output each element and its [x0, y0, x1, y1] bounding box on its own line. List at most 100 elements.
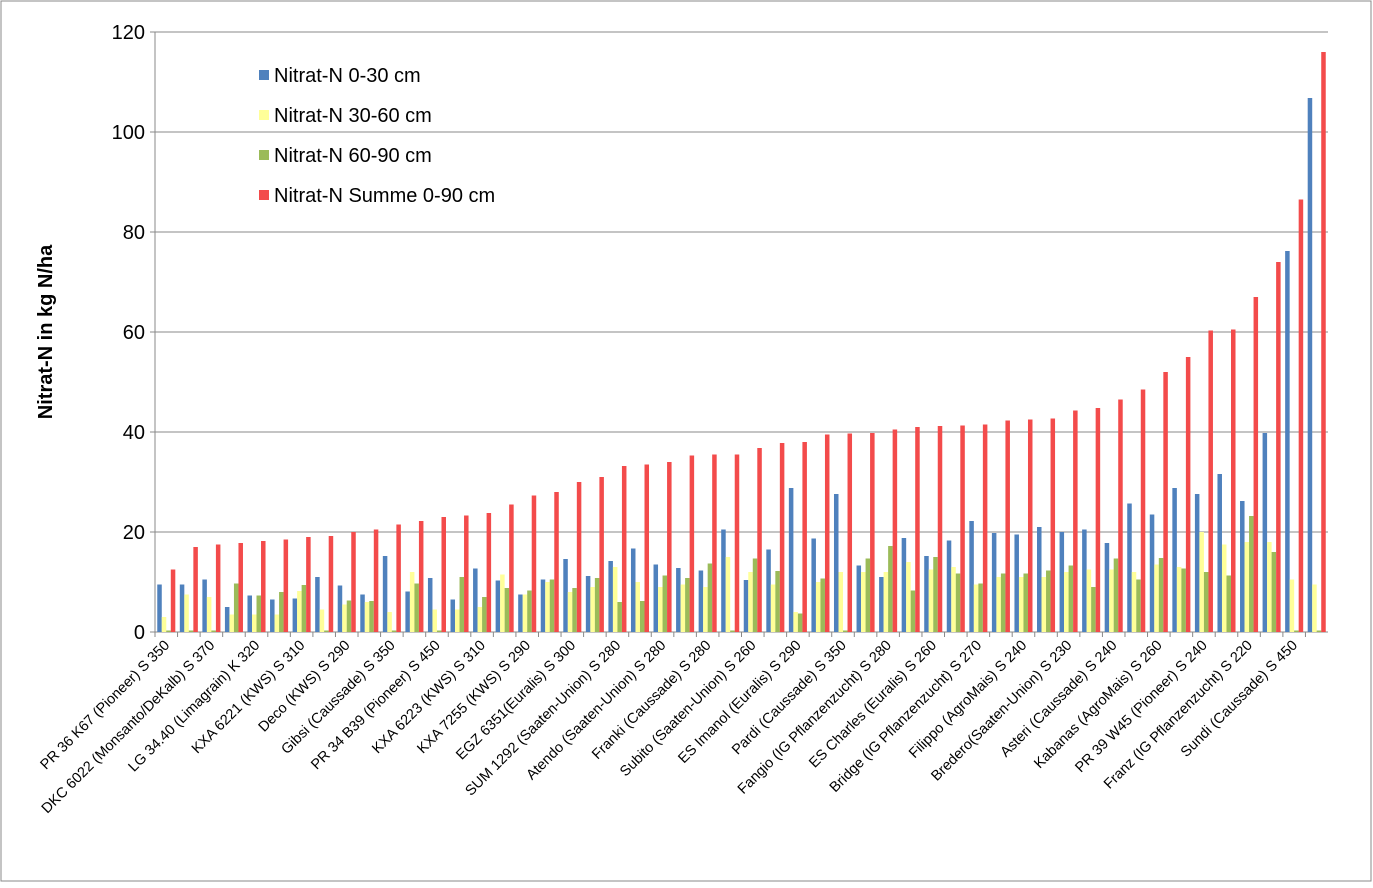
- y-tick-label: 100: [112, 122, 145, 144]
- bar: [861, 572, 866, 632]
- bar: [229, 614, 234, 632]
- bar: [585, 576, 591, 632]
- bar: [418, 521, 424, 632]
- bar: [1127, 503, 1132, 632]
- bar: [843, 630, 848, 632]
- bar: [707, 563, 713, 632]
- bar: [170, 569, 176, 632]
- y-tick-label: 80: [123, 222, 145, 244]
- bar: [1163, 372, 1168, 632]
- bar: [184, 594, 189, 632]
- bar: [455, 609, 460, 632]
- bar: [906, 562, 911, 632]
- bar: [644, 464, 650, 632]
- bar: [1267, 542, 1272, 632]
- bar: [865, 558, 871, 632]
- bar: [594, 578, 600, 632]
- bar: [157, 584, 162, 632]
- bar: [360, 594, 365, 632]
- bar: [346, 600, 352, 632]
- bar: [1091, 587, 1096, 632]
- bar: [1276, 262, 1281, 632]
- legend-label: Nitrat-N 60-90 cm: [274, 145, 432, 167]
- bar: [292, 598, 298, 632]
- legend-label: Nitrat-N Summe 0-90 cm: [274, 185, 495, 207]
- bar: [630, 548, 636, 632]
- bar: [617, 602, 622, 632]
- legend-label: Nitrat-N 30-60 cm: [274, 105, 432, 127]
- bar: [824, 434, 830, 632]
- bar: [1131, 572, 1137, 632]
- bar: [1068, 565, 1074, 632]
- y-tick-label: 40: [123, 422, 145, 444]
- bar: [833, 494, 839, 632]
- bar: [387, 612, 392, 632]
- bar: [233, 583, 239, 632]
- bar: [1240, 501, 1245, 632]
- bar: [1226, 575, 1232, 632]
- bar: [838, 572, 844, 632]
- bar: [531, 495, 537, 632]
- bar: [179, 584, 185, 632]
- bar: [261, 541, 266, 632]
- bar: [1018, 577, 1024, 632]
- bar: [161, 617, 167, 632]
- bar: [270, 599, 275, 632]
- bar: [1064, 572, 1069, 632]
- bar: [414, 583, 419, 632]
- bar: [757, 448, 762, 632]
- bar: [297, 591, 302, 632]
- bar: [477, 607, 483, 632]
- bar: [1307, 98, 1313, 632]
- bar: [1136, 579, 1141, 632]
- bar: [811, 538, 816, 632]
- bar: [324, 630, 329, 632]
- bar: [1172, 488, 1177, 632]
- bar: [1176, 567, 1182, 632]
- bar: [391, 630, 397, 632]
- bar: [915, 427, 920, 632]
- bar: [527, 590, 532, 632]
- bar: [328, 536, 334, 632]
- bar: [883, 572, 889, 632]
- bar: [725, 557, 731, 632]
- bar: [224, 607, 230, 632]
- bar: [748, 572, 753, 632]
- bar: [1037, 527, 1042, 632]
- bar: [315, 577, 320, 632]
- bar: [1104, 543, 1110, 632]
- bar: [910, 590, 916, 632]
- bar: [766, 549, 771, 632]
- bar: [166, 630, 171, 632]
- y-axis-label: Nitrat-N in kg N/ha: [35, 244, 57, 419]
- legend-swatch: [259, 70, 269, 80]
- bar: [973, 584, 979, 632]
- bar: [238, 543, 243, 632]
- bar: [495, 580, 501, 632]
- bar: [712, 454, 717, 632]
- bar: [301, 585, 307, 632]
- bar: [373, 529, 379, 632]
- bar: [689, 455, 695, 632]
- bar: [775, 571, 780, 632]
- bar: [441, 517, 446, 632]
- bar: [193, 547, 198, 632]
- bar: [436, 630, 442, 632]
- bar: [901, 538, 907, 632]
- bar: [567, 592, 573, 632]
- bar: [721, 529, 726, 632]
- bar: [653, 564, 659, 632]
- bar: [1041, 577, 1047, 632]
- bar: [608, 561, 613, 632]
- bar: [1118, 399, 1123, 632]
- bar: [486, 513, 492, 632]
- bar: [1181, 568, 1186, 632]
- bar: [1253, 297, 1259, 632]
- bar: [1289, 579, 1295, 632]
- y-tick-label: 20: [123, 522, 145, 544]
- bar: [1244, 542, 1250, 632]
- bar: [1095, 408, 1101, 632]
- bar: [522, 594, 528, 632]
- bar: [382, 556, 388, 632]
- bar: [685, 578, 690, 632]
